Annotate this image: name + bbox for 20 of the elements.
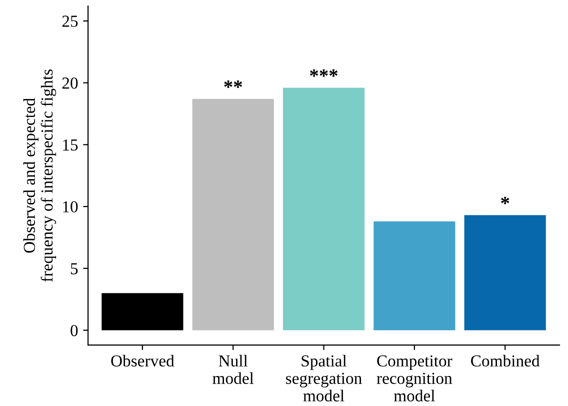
annotation: ** (224, 80, 242, 88)
x-tick-label: Null model (212, 354, 254, 384)
y-tick-label: 15 (63, 139, 78, 151)
x-tick-label: Competitor recognition model (376, 355, 452, 402)
y-tick-label: 25 (62, 16, 78, 27)
annotation: *** (310, 69, 338, 77)
y-tick-label: 5 (70, 263, 78, 274)
y-tick-label: 20 (62, 78, 78, 89)
bar (102, 293, 184, 330)
bar (374, 221, 456, 330)
y-axis-title: Observed and expected frequency of interspecific fights (23, 70, 56, 282)
bar (192, 98, 274, 330)
annotation: * (501, 196, 510, 204)
bar (282, 88, 365, 330)
x-tick-label: Spatial segregation model (286, 354, 362, 402)
x-tick-label: Observed (111, 354, 174, 367)
bar (464, 215, 546, 330)
x-tick-label: Combined (471, 354, 540, 367)
y-tick-label: 10 (63, 201, 78, 212)
y-tick-label: 0 (70, 324, 78, 336)
